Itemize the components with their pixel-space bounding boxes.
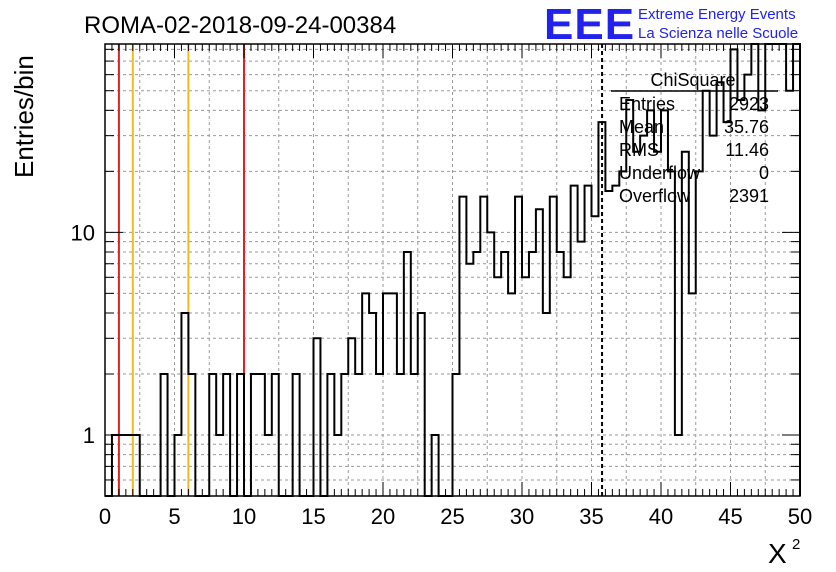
- stats-rows: Entries 2923 Mean 35.76 RMS 11.46 Underflow 0 Ov…: [619, 94, 769, 206]
- eee-logo: EEE Extreme Energy Events La Scienza nel…: [544, 0, 798, 49]
- x-tick-label: 45: [718, 504, 742, 529]
- logo-line1: Extreme Energy Events: [638, 6, 796, 23]
- x-tick-label: 30: [510, 504, 534, 529]
- histogram: [105, 43, 801, 497]
- y-tick-label: 10: [71, 220, 95, 245]
- histogram-step-line: [105, 43, 801, 497]
- x-tick-label: 25: [440, 504, 464, 529]
- stats-label: RMS: [619, 140, 659, 160]
- x-axis-label-main: X: [768, 538, 787, 569]
- tick-labels: 0 5 10 15 20 25 30 35 40 45 50 1 10: [71, 220, 813, 529]
- y-axis-label: Entries/bin: [9, 55, 39, 178]
- stats-label: Entries: [619, 94, 675, 114]
- stats-label: Underflow: [619, 163, 701, 183]
- x-tick-label: 40: [649, 504, 673, 529]
- x-tick-label: 5: [168, 504, 180, 529]
- axes: [104, 43, 801, 497]
- x-tick-label: 35: [579, 504, 603, 529]
- stats-value: 2923: [729, 94, 769, 114]
- stats-value: 35.76: [724, 117, 769, 137]
- stats-title: ChiSquare: [650, 70, 735, 90]
- x-tick-label: 0: [99, 504, 111, 529]
- chart-title: ROMA-02-2018-09-24-00384: [84, 12, 396, 39]
- stats-box: ChiSquare Entries 2923 Mean 35.76 RMS 11.46 Un…: [611, 70, 778, 206]
- x-tick-label: 10: [232, 504, 256, 529]
- stats-value: 11.46: [725, 140, 769, 160]
- x-axis-label-superscript: 2: [792, 536, 800, 553]
- grid: [105, 44, 800, 496]
- stats-value: 2391: [729, 186, 769, 206]
- logo-mark: EEE: [544, 0, 635, 49]
- x-axis-label: X 2: [768, 536, 800, 569]
- stats-value: 0: [759, 163, 769, 183]
- stats-label: Overflow: [619, 186, 691, 206]
- x-tick-label: 15: [301, 504, 325, 529]
- x-tick-label: 20: [371, 504, 395, 529]
- x-tick-label: 50: [788, 504, 812, 529]
- logo-line2: La Scienza nelle Scuole: [638, 25, 798, 42]
- stats-label: Mean: [619, 117, 664, 137]
- y-tick-label: 1: [83, 423, 95, 448]
